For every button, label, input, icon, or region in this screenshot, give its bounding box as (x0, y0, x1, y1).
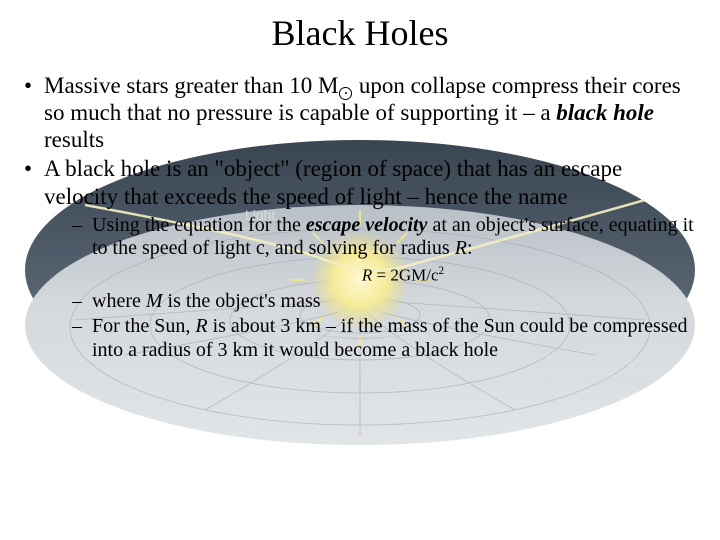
eq-body: = 2GM/c (372, 265, 438, 284)
bullet-list-l2b: where M is the object's mass For the Sun… (44, 290, 702, 363)
text: For the Sun, (92, 315, 195, 337)
bullet-l2-3: For the Sun, R is about 3 km – if the ma… (44, 315, 702, 362)
emphasis: black hole (556, 100, 654, 125)
bullet-list-l2: Using the equation for the escape veloci… (44, 214, 702, 261)
bullet-list-l1: Massive stars greater than 10 M upon col… (18, 72, 702, 362)
text: Massive stars greater than 10 M (44, 73, 338, 98)
bullet-l2-1: Using the equation for the escape veloci… (44, 214, 702, 261)
var-M: M (146, 290, 163, 312)
eq-exp: 2 (439, 265, 445, 277)
slide-content: Black Holes Massive stars greater than 1… (0, 0, 720, 540)
emphasis: escape velocity (306, 214, 428, 236)
text: : (467, 237, 473, 259)
equation: R = 2GM/c2 (44, 265, 702, 286)
bullet-l1-2: A black hole is an "object" (region of s… (18, 155, 702, 362)
text: Using the equation for the (92, 214, 306, 236)
text: where (92, 290, 146, 312)
bullet-l1-1: Massive stars greater than 10 M upon col… (18, 72, 702, 153)
text: results (44, 127, 104, 152)
text: is the object's mass (163, 290, 321, 312)
text: A black hole is an "object" (region of s… (44, 156, 622, 208)
bullet-l2-2: where M is the object's mass (44, 290, 702, 314)
var-R: R (455, 237, 467, 259)
slide-title: Black Holes (18, 12, 702, 54)
sun-symbol-icon (339, 87, 352, 100)
var-R: R (195, 315, 207, 337)
eq-R: R (362, 265, 372, 284)
